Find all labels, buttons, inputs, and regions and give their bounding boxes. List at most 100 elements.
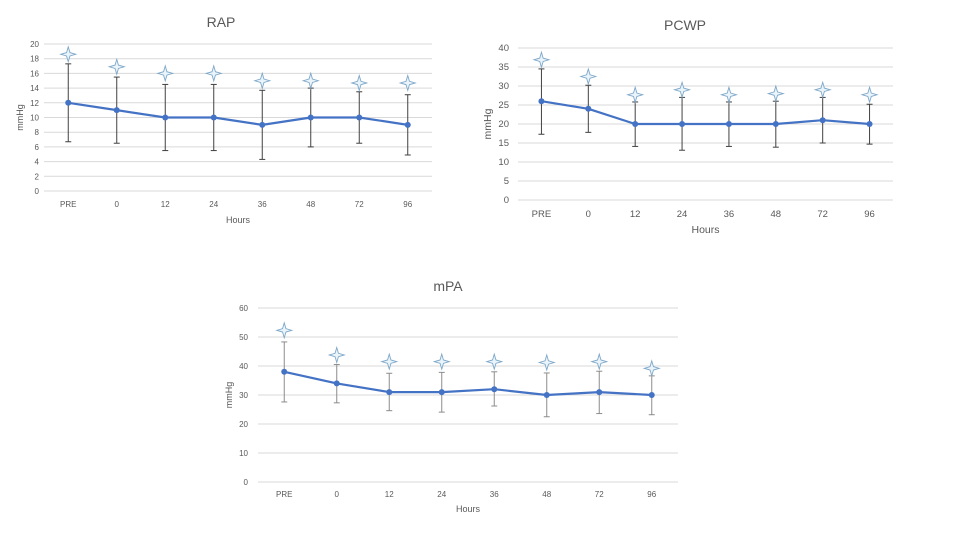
rap-data-point — [210, 114, 217, 121]
pcwp-ytick-label: 15 — [498, 138, 509, 149]
pcwp-data-point — [679, 121, 686, 127]
pcwp-xtick-label: 0 — [586, 209, 591, 220]
pcwp-star-marker — [766, 84, 785, 103]
mpa-chart: 0 10 20 30 40 50 60 PRE 0 12 24 36 48 72 96 mPA Hours mmH… — [224, 278, 678, 514]
mpa-star-marker — [485, 352, 504, 371]
mpa-xtick-label: 12 — [385, 490, 394, 499]
mpa-xtick-label: PRE — [276, 490, 292, 499]
rap-xtick-label: 36 — [258, 200, 267, 209]
pcwp-xtick-label: PRE — [532, 209, 552, 220]
mpa-star-marker — [537, 353, 556, 372]
rap-star-marker — [301, 71, 320, 90]
mpa-star-marker — [590, 352, 609, 371]
mpa-xtick-label: 96 — [647, 490, 656, 499]
pcwp-star-marker — [532, 50, 551, 69]
mpa-xtick-label: 36 — [490, 490, 499, 499]
pcwp-star-marker — [579, 67, 598, 86]
rap-data-point — [356, 114, 363, 121]
mpa-data-point — [386, 389, 393, 396]
rap-xtick-label: 96 — [403, 200, 412, 209]
mpa-data-point — [333, 380, 340, 387]
pcwp-ytick-label: 40 — [498, 43, 509, 54]
rap-ytick-label: 14 — [30, 84, 39, 93]
mpa-star-marker — [380, 352, 399, 371]
mpa-ytick-label: 30 — [239, 391, 248, 400]
pcwp-xtick-label: 12 — [630, 209, 641, 220]
rap-star-marker — [350, 73, 369, 93]
mpa-chart-title: mPA — [433, 278, 463, 294]
pcwp-data-point — [725, 121, 732, 127]
mpa-data-point — [648, 392, 655, 398]
rap-star-marker — [156, 64, 175, 83]
pcwp-star-marker — [672, 80, 692, 99]
mpa-ytick-label: 20 — [239, 420, 248, 429]
rap-ytick-label: 10 — [30, 114, 39, 123]
mpa-data-point — [543, 392, 550, 398]
rap-star-marker — [107, 57, 126, 76]
mpa-star-marker — [275, 321, 294, 340]
rap-data-point — [259, 121, 266, 128]
pcwp-ytick-label: 30 — [498, 81, 509, 92]
mpa-star-marker — [327, 345, 346, 365]
mpa-ytick-label: 10 — [239, 449, 248, 458]
rap-xtick-label: 0 — [115, 200, 120, 209]
pcwp-ytick-label: 10 — [498, 157, 509, 168]
pcwp-ytick-label: 25 — [498, 100, 509, 111]
mpa-ytick-label: 0 — [244, 478, 249, 487]
rap-xtick-label: 12 — [161, 200, 170, 209]
mpa-xtick-label: 72 — [595, 490, 604, 499]
rap-ytick-label: 12 — [30, 99, 39, 108]
rap-ytick-label: 4 — [35, 158, 40, 167]
mpa-data-point — [281, 368, 288, 375]
mpa-x-axis-label: Hours — [456, 504, 481, 514]
pcwp-xtick-label: 24 — [677, 209, 688, 220]
mpa-xtick-label: 0 — [335, 490, 340, 499]
pcwp-data-point — [772, 121, 779, 127]
pcwp-star-marker — [626, 85, 645, 104]
pcwp-series-line — [541, 100, 870, 126]
rap-chart-title: RAP — [207, 14, 236, 30]
mpa-xtick-label: 24 — [437, 490, 446, 499]
mpa-xtick-label: 48 — [542, 490, 551, 499]
rap-xtick-label: 48 — [306, 200, 315, 209]
mpa-ytick-label: 50 — [239, 333, 248, 342]
pcwp-chart-title: PCWP — [664, 17, 706, 33]
mpa-series-line — [284, 370, 652, 397]
rap-ytick-label: 0 — [35, 187, 40, 196]
pcwp-ytick-label: 5 — [504, 176, 509, 187]
mpa-y-axis-label: mmHg — [224, 382, 234, 409]
pcwp-xtick-label: 48 — [771, 209, 782, 220]
rap-x-axis-label: Hours — [226, 215, 251, 225]
pcwp-data-point — [866, 121, 873, 127]
rap-data-point — [404, 121, 411, 128]
mpa-star-marker — [432, 352, 451, 371]
pcwp-data-point — [819, 117, 826, 124]
rap-xtick-label: 72 — [355, 200, 364, 209]
rap-xtick-label: PRE — [60, 200, 76, 209]
pcwp-data-point — [538, 98, 545, 105]
pcwp-xtick-label: 96 — [864, 209, 875, 220]
mpa-data-point — [596, 389, 603, 396]
pcwp-xtick-label: 36 — [724, 209, 735, 220]
pcwp-ytick-label: 35 — [498, 62, 509, 73]
mpa-data-point — [438, 389, 445, 396]
pcwp-data-point — [632, 121, 639, 127]
rap-data-point — [162, 114, 169, 121]
pcwp-x-axis-label: Hours — [691, 224, 719, 236]
rap-ytick-label: 2 — [35, 172, 40, 181]
pcwp-xtick-label: 72 — [817, 209, 828, 220]
pcwp-data-point — [585, 105, 592, 112]
rap-data-point — [65, 99, 72, 106]
pcwp-chart: 0 5 10 15 20 25 30 35 40 PRE 0 12 24 36 48 72 96 PCWP Hour… — [482, 17, 893, 236]
rap-star-marker — [204, 64, 223, 83]
rap-xtick-label: 24 — [209, 200, 218, 209]
pcwp-y-axis-label: mmHg — [482, 108, 494, 139]
rap-star-marker — [59, 45, 78, 64]
rap-series-line — [68, 101, 408, 126]
rap-ytick-label: 18 — [30, 55, 39, 64]
mpa-star-marker — [642, 359, 661, 378]
pcwp-star-marker — [813, 80, 832, 99]
pcwp-star-marker — [719, 85, 739, 104]
